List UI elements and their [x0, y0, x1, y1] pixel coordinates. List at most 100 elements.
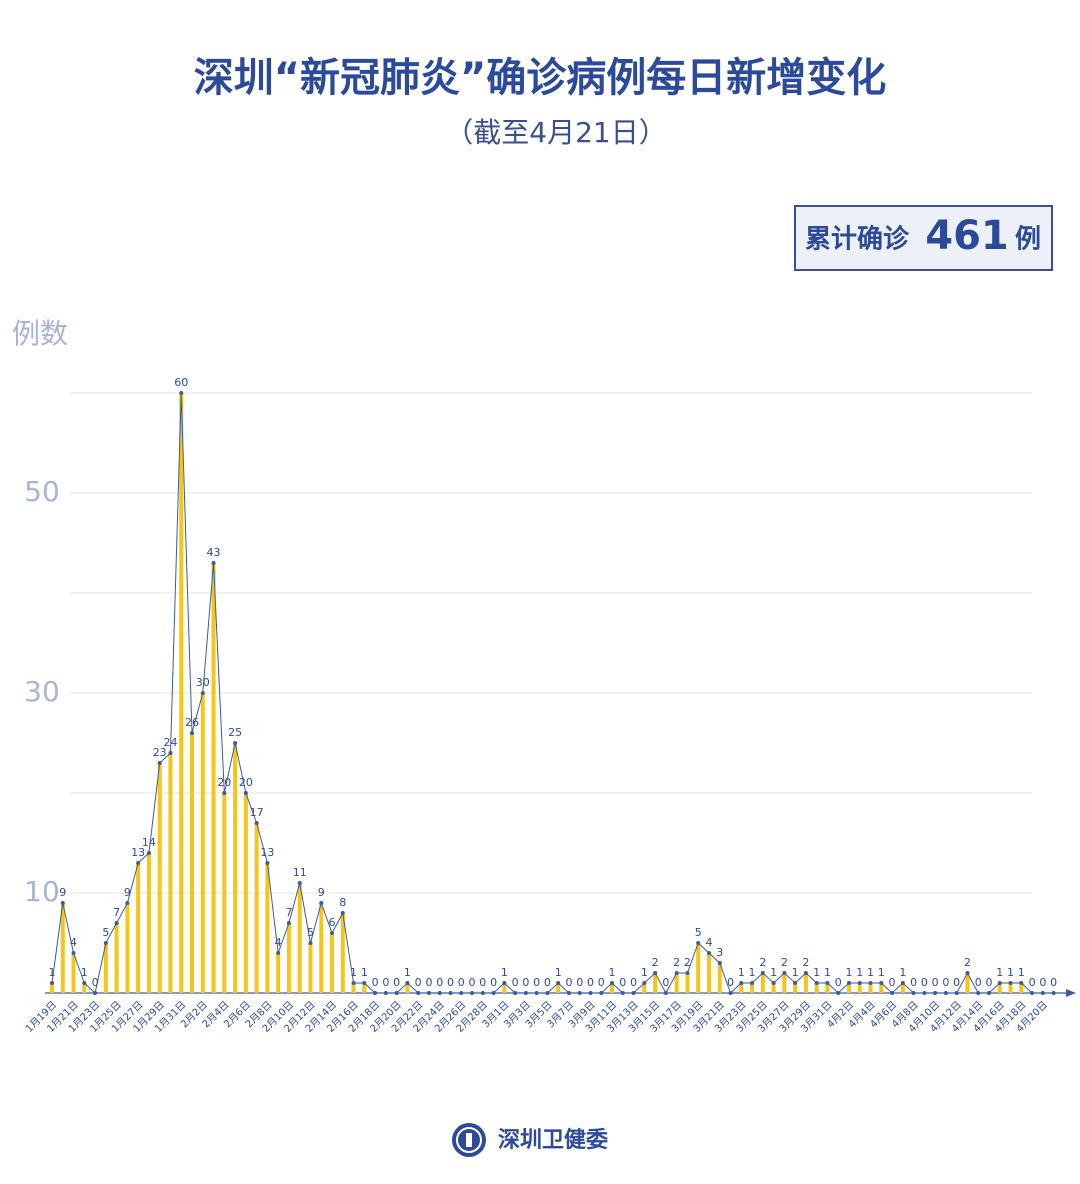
- value-label: 0: [565, 976, 572, 989]
- value-label: 0: [393, 976, 400, 989]
- point: [480, 991, 485, 995]
- point: [545, 991, 550, 995]
- point: [663, 991, 668, 995]
- point: [383, 991, 388, 995]
- bar: [857, 983, 862, 993]
- value-label: 1: [555, 966, 562, 979]
- point: [319, 901, 324, 905]
- bar: [190, 733, 195, 993]
- point: [82, 981, 87, 985]
- point: [771, 981, 776, 985]
- point: [588, 991, 593, 995]
- total-suffix: 例: [1015, 225, 1041, 255]
- bar: [308, 943, 313, 993]
- value-label: 1: [813, 966, 820, 979]
- point: [922, 991, 927, 995]
- point: [362, 981, 367, 985]
- point: [437, 991, 442, 995]
- bar: [168, 753, 173, 993]
- point: [93, 991, 98, 995]
- value-label: 4: [275, 936, 282, 949]
- value-label: 0: [458, 976, 465, 989]
- value-label: 1: [792, 966, 799, 979]
- value-label: 1: [404, 966, 411, 979]
- value-label: 23: [153, 746, 167, 759]
- point: [416, 991, 421, 995]
- value-label: 0: [921, 976, 928, 989]
- bar: [900, 983, 905, 993]
- point: [642, 981, 647, 985]
- value-label: 0: [662, 976, 669, 989]
- point: [146, 851, 151, 855]
- point: [276, 951, 281, 955]
- value-label: 24: [163, 736, 177, 749]
- value-label: 0: [598, 976, 605, 989]
- value-label: 1: [996, 966, 1003, 979]
- value-label: 0: [910, 976, 917, 989]
- value-label: 17: [250, 806, 264, 819]
- value-label: 43: [207, 546, 221, 559]
- value-label: 0: [889, 976, 896, 989]
- point: [685, 971, 690, 975]
- bar: [362, 983, 367, 993]
- value-label: 0: [576, 976, 583, 989]
- value-label: 13: [260, 846, 274, 859]
- point: [1051, 991, 1056, 995]
- point: [728, 991, 733, 995]
- value-label: 5: [307, 926, 314, 939]
- value-label: 2: [684, 956, 691, 969]
- value-label: 1: [1007, 966, 1014, 979]
- total-value: 461: [925, 213, 1009, 259]
- value-label: 0: [490, 976, 497, 989]
- point: [556, 981, 561, 985]
- value-label: 0: [727, 976, 734, 989]
- bar: [685, 973, 690, 993]
- point: [114, 921, 119, 925]
- value-label: 1: [878, 966, 885, 979]
- bar: [846, 983, 851, 993]
- point: [890, 991, 895, 995]
- point: [297, 881, 302, 885]
- point: [943, 991, 948, 995]
- bar: [825, 983, 830, 993]
- source-logo: [452, 1123, 486, 1157]
- point: [200, 691, 205, 695]
- value-label: 7: [285, 906, 292, 919]
- value-label: 0: [1039, 976, 1046, 989]
- bar: [706, 953, 711, 993]
- y-axis-label: 例数: [12, 317, 68, 350]
- value-label: 2: [652, 956, 659, 969]
- value-label: 0: [587, 976, 594, 989]
- value-label: 0: [544, 976, 551, 989]
- point: [696, 941, 701, 945]
- value-label: 0: [436, 976, 443, 989]
- bar: [696, 943, 701, 993]
- value-label: 0: [382, 976, 389, 989]
- value-label: 25: [228, 726, 242, 739]
- value-label: 0: [415, 976, 422, 989]
- point: [254, 821, 259, 825]
- bar: [610, 983, 615, 993]
- point: [997, 981, 1002, 985]
- value-label: 26: [185, 716, 199, 729]
- value-label: 4: [70, 936, 77, 949]
- bar: [71, 953, 76, 993]
- point: [405, 981, 410, 985]
- value-label: 0: [953, 976, 960, 989]
- bar: [965, 973, 970, 993]
- source: 深圳卫健委: [498, 1127, 608, 1153]
- bar: [319, 903, 324, 993]
- point: [620, 991, 625, 995]
- point: [523, 991, 528, 995]
- value-label: 0: [512, 976, 519, 989]
- point: [71, 951, 76, 955]
- point: [459, 991, 464, 995]
- bar: [254, 823, 259, 993]
- point: [448, 991, 453, 995]
- point: [965, 971, 970, 975]
- bar: [179, 393, 184, 993]
- value-label: 9: [318, 886, 325, 899]
- point: [103, 941, 108, 945]
- value-label: 1: [501, 966, 508, 979]
